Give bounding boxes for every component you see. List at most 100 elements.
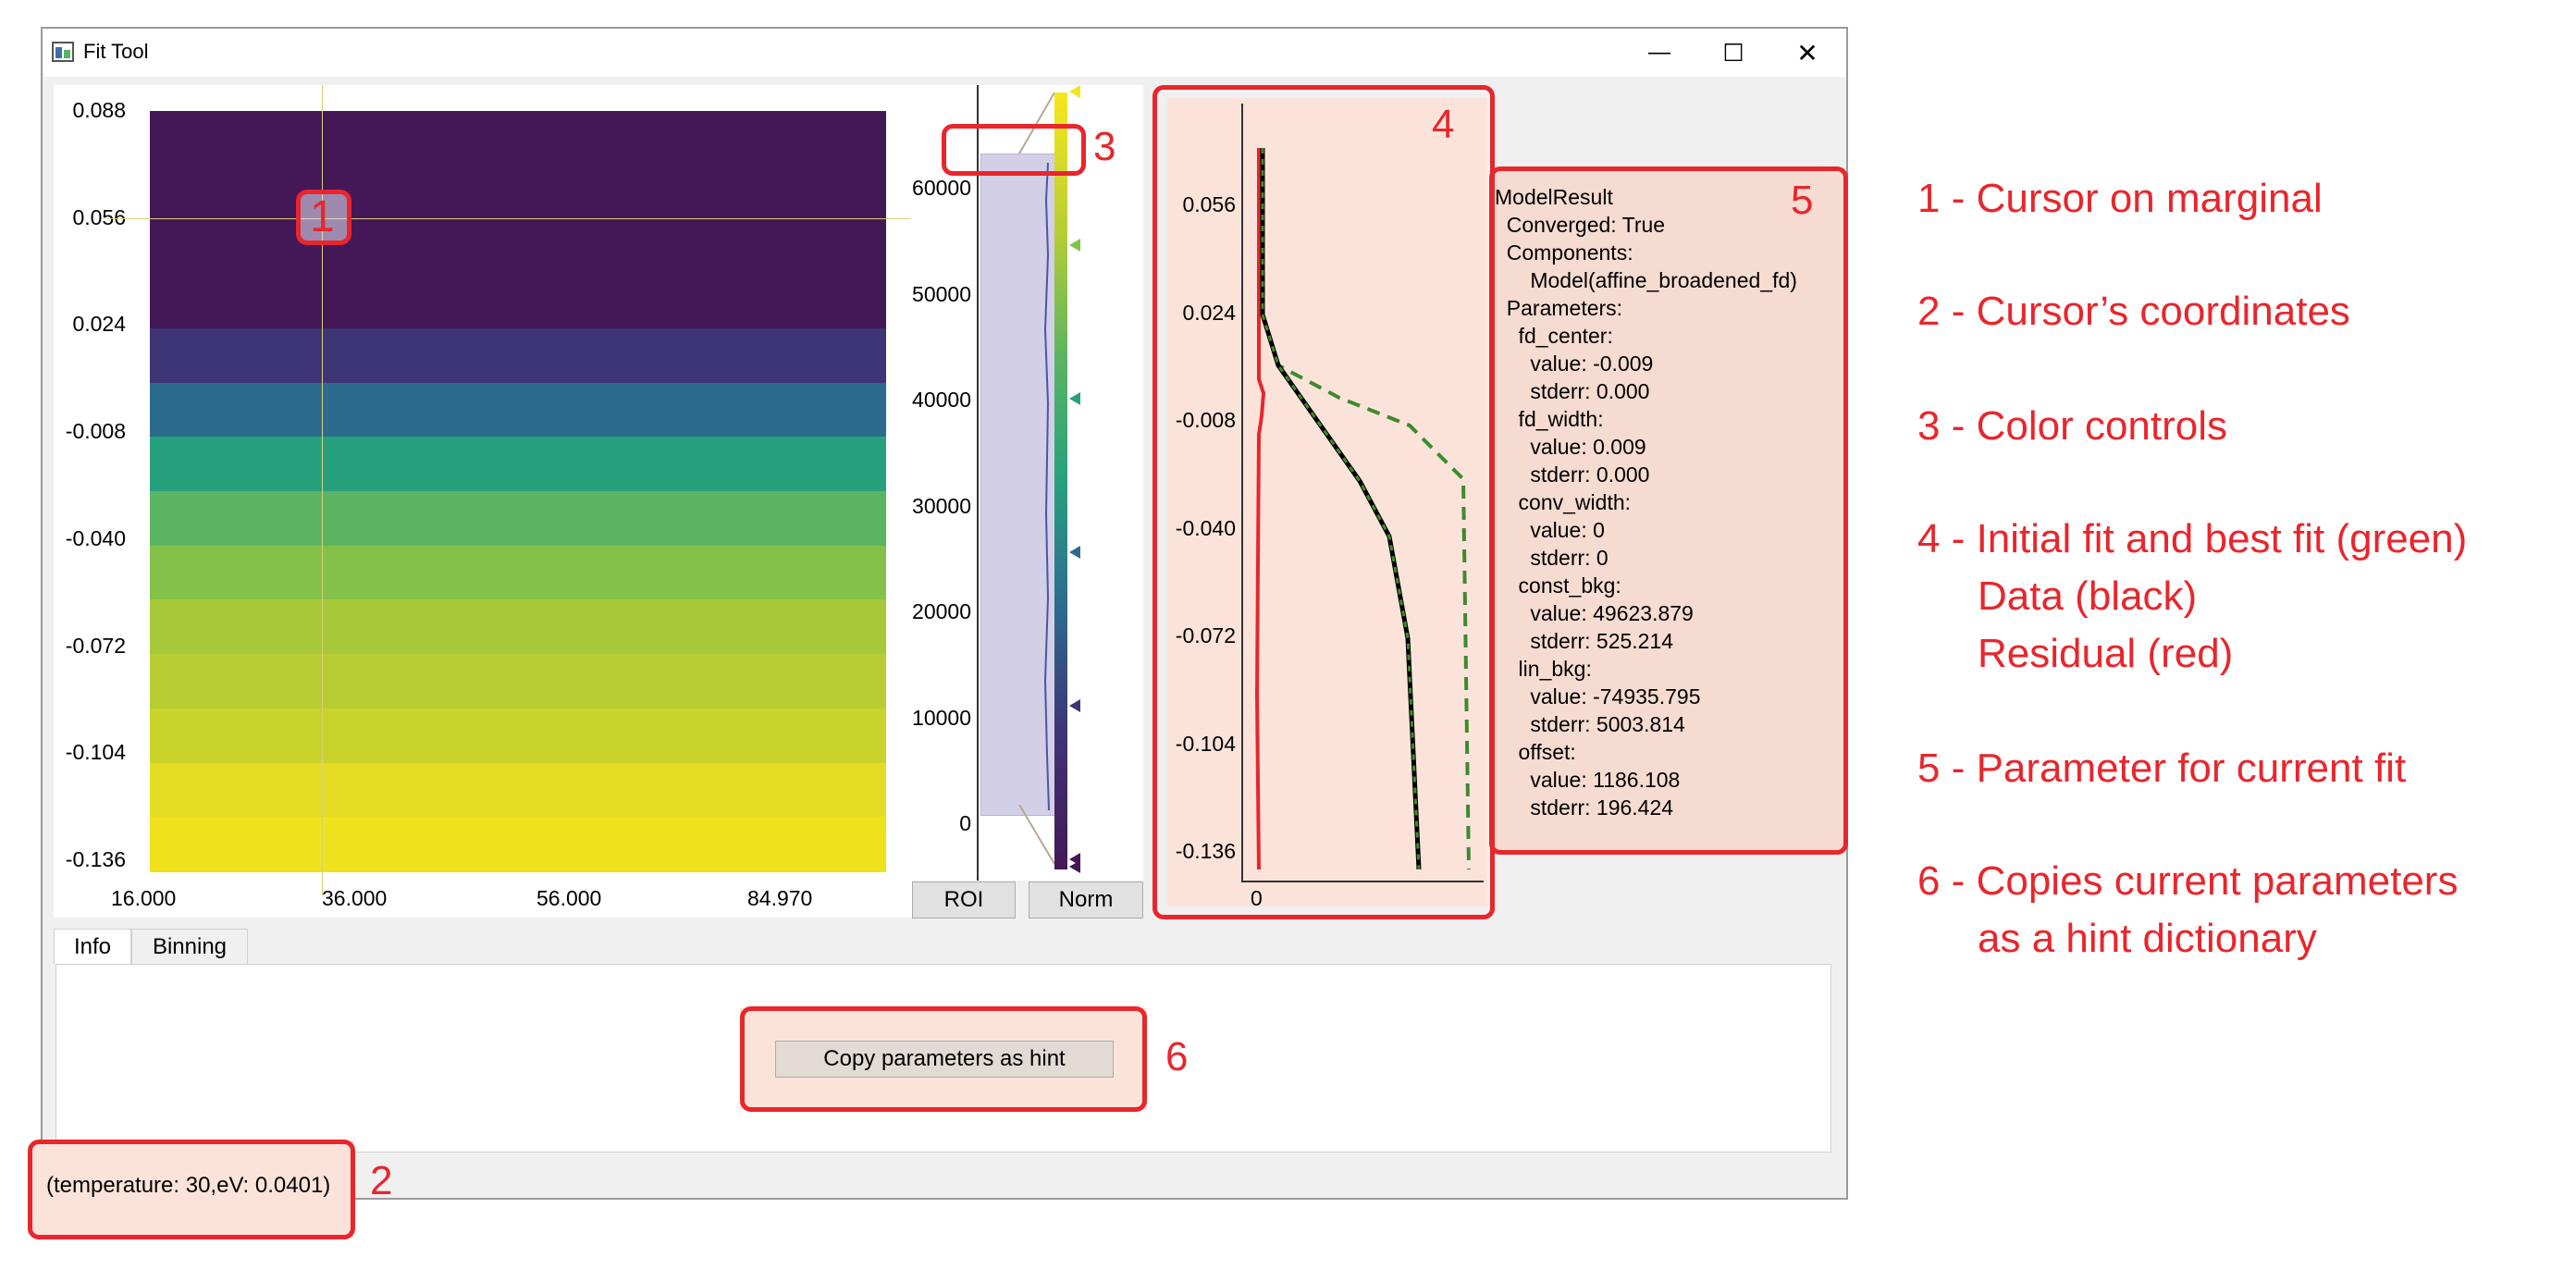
copy-parameters-button[interactable]: Copy parameters as hint (775, 1041, 1114, 1078)
maximize-icon: ☐ (1722, 38, 1744, 67)
minimize-icon: — (1648, 40, 1670, 65)
status-highlight (31, 1141, 353, 1238)
heatmap-y-tick: 0.024 (72, 312, 126, 337)
legend-item-3: 3 - Color controls (1917, 403, 2228, 449)
model-result-line: value: -0.009 (1495, 351, 1654, 376)
annotation-number-3: 3 (1093, 124, 1116, 169)
heatmap-y-tick: -0.072 (65, 633, 126, 658)
colorbar-marker-icon[interactable] (1069, 392, 1080, 405)
cursor-vertical-line (322, 85, 323, 895)
model-result-line: stderr: 196.424 (1495, 795, 1674, 820)
legend-item-6: 6 - Copies current parameters (1917, 858, 2459, 904)
annotation-box-6 (740, 1006, 1147, 1112)
heatmap-row (150, 708, 886, 764)
annotation-number-6: 6 (1165, 1034, 1189, 1079)
minimize-button[interactable]: — (1632, 34, 1687, 71)
heatmap-row (150, 817, 886, 872)
fit-plot-y-tick: 0.056 (1182, 192, 1236, 216)
heatmap-row (150, 762, 886, 819)
model-result-line: Converged: True (1495, 213, 1666, 237)
heatmap-y-tick: -0.104 (65, 740, 126, 765)
model-result-line: stderr: 0.000 (1495, 462, 1650, 487)
model-result-line: value: -74935.795 (1495, 684, 1701, 709)
legend-item-1: 1 - Cursor on marginal (1917, 176, 2323, 221)
model-result-line: lin_bkg: (1495, 657, 1592, 681)
heatmap-x-tick: 16.000 (111, 886, 177, 910)
model-result-line: stderr: 525.214 (1495, 629, 1674, 653)
annotation-number-2: 2 (370, 1158, 393, 1203)
heatmap-row (150, 545, 886, 601)
heatmap-y-tick: -0.136 (65, 847, 126, 871)
colorbar-tick: 50000 (912, 281, 971, 306)
legend-item-6-cont: as a hint dictionary (1978, 916, 2317, 961)
model-result-panel (1491, 168, 1844, 853)
fit-curves (1254, 148, 1471, 869)
roi-link-lines (1018, 92, 1055, 865)
annotation-number-4: 4 (1432, 102, 1455, 147)
legend-item-4-data: Data (black) (1978, 573, 2198, 619)
fit-plot-x-tick: 0 (1251, 886, 1263, 910)
model-result-line: conv_width: (1495, 490, 1632, 514)
heatmap-row (150, 382, 886, 438)
model-result-line: Parameters: (1495, 296, 1623, 320)
initial-fit-line (1261, 148, 1471, 869)
legend-item-4: 4 - Initial fit and best fit (green) (1917, 516, 2468, 561)
norm-button[interactable]: Norm (1029, 881, 1143, 918)
model-result-line: value: 0 (1495, 518, 1605, 542)
colorbar-axis-line (977, 85, 979, 881)
heatmap-row (150, 599, 886, 656)
heatmap-row (150, 437, 886, 492)
fit-plot-y-tick: 0.024 (1182, 300, 1236, 325)
colorbar-tick: 40000 (912, 388, 971, 412)
model-result-line: Model(affine_broadened_fd) (1495, 268, 1797, 292)
window-title: Fit Tool (83, 40, 149, 63)
model-result-line: offset: (1495, 740, 1576, 764)
model-result-line: ModelResult (1495, 185, 1613, 209)
legend-item-4-residual: Residual (red) (1978, 631, 2234, 676)
heatmap-row (150, 274, 886, 329)
status-coordinates: (temperature: 30,eV: 0.0401) (46, 1173, 331, 1198)
title-bar[interactable]: Fit Tool — ☐ ✕ (43, 29, 1846, 77)
colorbar-marker-icon[interactable] (1069, 85, 1080, 98)
heatmap-y-tick: -0.040 (65, 525, 126, 550)
fit-plot-y-axis-line (1241, 104, 1243, 882)
annotation-box-1 (296, 190, 351, 245)
roi-button[interactable]: ROI (912, 881, 1016, 918)
best-fit-line (1261, 148, 1421, 869)
colorbar-marker-icon[interactable] (1069, 546, 1080, 559)
heatmap-image[interactable] (150, 111, 886, 872)
cursor-horizontal-line (107, 218, 910, 219)
colorbar-gradient[interactable] (1054, 92, 1067, 869)
heatmap-row (150, 327, 886, 384)
fit-plot-y-tick: -0.104 (1175, 731, 1236, 756)
model-result-line: fd_center: (1495, 324, 1613, 348)
tab-binning[interactable]: Binning (131, 929, 248, 964)
maximize-button[interactable]: ☐ (1706, 34, 1761, 71)
annotation-number-1: 1 (310, 192, 335, 241)
colorbar-tick: 10000 (912, 705, 971, 730)
heatmap-x-tick: 36.000 (322, 886, 388, 910)
legend-item-5: 5 - Parameter for current fit (1917, 746, 2407, 791)
colorbar-marker-icon[interactable] (1069, 860, 1080, 873)
heatmap-row (150, 491, 886, 547)
heatmap-x-tick: 84.970 (747, 886, 813, 910)
heatmap-x-tick: 56.000 (536, 886, 602, 910)
tab-info[interactable]: Info (54, 929, 131, 964)
close-icon: ✕ (1796, 38, 1818, 68)
heatmap-y-tick: 0.056 (72, 204, 126, 229)
model-result-line: stderr: 5003.814 (1495, 712, 1685, 736)
model-result-line: fd_width: (1495, 407, 1604, 431)
heatmap-row (150, 654, 886, 709)
annotation-box-4 (1152, 85, 1495, 919)
close-button[interactable]: ✕ (1780, 34, 1835, 71)
colorbar-tick: 20000 (912, 599, 971, 623)
colorbar-marker-icon[interactable] (1069, 699, 1080, 712)
heatmap-y-tick: -0.008 (65, 419, 126, 444)
annotation-number-5: 5 (1791, 178, 1814, 223)
histogram-trace (1042, 162, 1050, 811)
colorbar-marker-icon[interactable] (1069, 239, 1080, 252)
colorbar-tick: 0 (959, 811, 971, 835)
residual-line (1254, 148, 1266, 869)
heatmap-y-tick: 0.088 (72, 98, 126, 122)
heatmap-row (150, 165, 886, 221)
